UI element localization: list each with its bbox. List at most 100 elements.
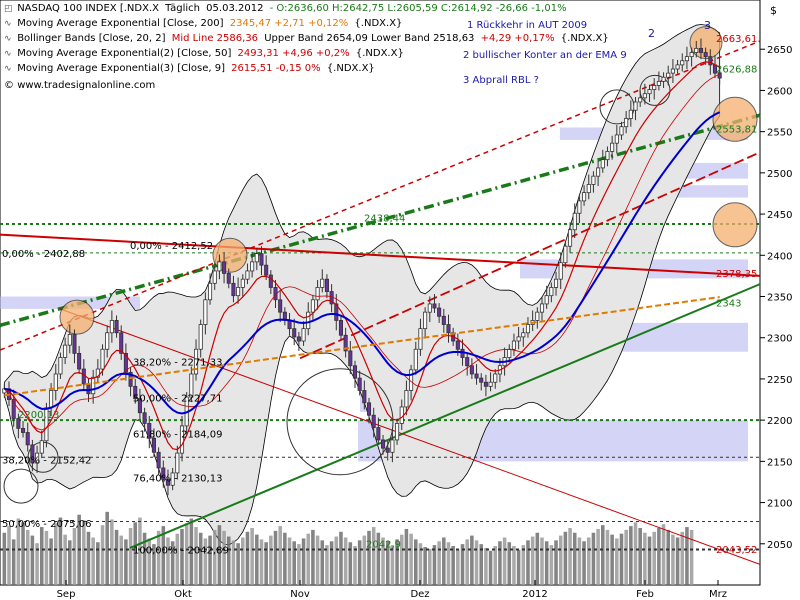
volume-bar xyxy=(498,541,502,585)
indicator-icon: ∿ xyxy=(4,34,12,44)
volume-bar xyxy=(245,531,250,585)
volume-bar xyxy=(558,535,563,585)
candle xyxy=(694,47,699,53)
volume-bar xyxy=(675,537,680,585)
volume-bar xyxy=(530,536,535,585)
volume-bar xyxy=(217,525,222,585)
source-text: www.tradesignalonline.com xyxy=(17,80,156,91)
volume-bar xyxy=(437,541,441,585)
price-tag: 2378,35 xyxy=(716,269,757,280)
candle xyxy=(315,287,320,301)
volume-bar xyxy=(283,532,287,585)
volume-bar xyxy=(236,543,240,585)
volume-bar xyxy=(166,537,170,585)
volume-bar xyxy=(484,547,488,585)
candle xyxy=(437,307,442,317)
indicator-value: 2615,51 -0,15 0% xyxy=(231,63,321,74)
volume-bar xyxy=(259,539,264,585)
volume-bar xyxy=(264,542,268,585)
x-tick-label: 2012 xyxy=(522,589,547,600)
fib-level-label: 50,00% - 2075,06 xyxy=(2,519,91,530)
volume-bar xyxy=(86,531,91,585)
indicator-name: Moving Average Exponential [Close, 200] xyxy=(17,18,224,29)
volume-bar xyxy=(301,538,306,585)
volume-bar xyxy=(605,529,610,585)
source-label: © www.tradesignalonline.com xyxy=(4,80,155,91)
volume-bar xyxy=(404,528,409,585)
candle xyxy=(53,373,58,391)
volume-bar xyxy=(591,532,596,585)
volume-bar xyxy=(390,545,395,585)
y-tick-label: 2200 xyxy=(767,416,792,427)
volume-bar xyxy=(124,539,128,585)
candle xyxy=(95,368,100,378)
volume-bar xyxy=(198,532,203,585)
level-label: 2438,44 xyxy=(364,214,405,225)
candle xyxy=(105,332,110,350)
price-tag: 2553,81 xyxy=(716,125,757,136)
y-tick-label: 2400 xyxy=(767,251,792,262)
volume-bar xyxy=(72,528,77,585)
indicator-value: 2493,31 +4,96 +0,2% xyxy=(237,48,350,59)
volume-bar xyxy=(175,533,180,585)
volume-bar xyxy=(633,522,638,585)
candle xyxy=(217,261,222,272)
volume-bar xyxy=(114,529,119,585)
volume-bar xyxy=(203,538,208,585)
volume-bar xyxy=(2,532,7,585)
volume-bar xyxy=(568,528,572,585)
candle xyxy=(278,299,283,313)
candle xyxy=(544,295,549,305)
candle xyxy=(619,126,624,136)
volume-bar xyxy=(63,534,67,585)
candle xyxy=(170,472,175,486)
volume-bar xyxy=(479,544,483,585)
candle xyxy=(21,427,26,433)
candle xyxy=(343,334,348,352)
volume-bar xyxy=(222,530,226,585)
volume-bar xyxy=(474,540,479,585)
y-axis-symbol: $ xyxy=(770,4,777,17)
volume-bar xyxy=(367,530,371,585)
volume-bar xyxy=(315,535,320,585)
fib-level-label: 61,80% - 2184,09 xyxy=(133,429,222,440)
volume-bar xyxy=(456,549,460,585)
candle xyxy=(147,423,152,439)
candle xyxy=(268,274,273,288)
candle xyxy=(708,56,713,66)
volume-bar xyxy=(680,531,685,585)
volume-bar xyxy=(493,546,498,585)
volume-bar xyxy=(306,533,311,585)
volume-bar xyxy=(82,520,86,585)
volume-bar xyxy=(381,537,385,585)
volume-bar xyxy=(586,537,591,585)
volume-bar xyxy=(334,536,339,585)
volume-bar xyxy=(105,511,109,585)
bollinger-mid-line xyxy=(4,74,720,431)
indicator-suffix: {.NDX.X} xyxy=(560,33,609,44)
copyright-icon: © xyxy=(4,80,14,91)
volume-bar xyxy=(610,534,614,585)
ema9-line xyxy=(4,61,720,451)
volume-bar xyxy=(413,539,418,585)
candle xyxy=(292,328,297,338)
candle xyxy=(35,452,40,464)
candle xyxy=(301,328,306,342)
indicator-extra: Upper Band 2654,09 Lower Band 2518,63 xyxy=(264,33,475,44)
volume-bar xyxy=(147,538,152,585)
candle xyxy=(474,373,479,379)
candle xyxy=(675,64,680,70)
highlight-circle xyxy=(712,202,758,248)
volume-bar xyxy=(638,528,642,585)
x-tick-label: Nov xyxy=(290,589,310,600)
indicator-value: Mid Line 2586,36 xyxy=(171,33,259,44)
fib-level-label: 100,00% - 2042,89 xyxy=(133,546,229,557)
volume-bar xyxy=(619,533,624,585)
volume-bar xyxy=(25,529,30,585)
y-tick-label: 2550 xyxy=(767,128,792,139)
volume-bar xyxy=(269,535,273,585)
candle xyxy=(16,418,21,429)
volume-bar xyxy=(460,544,465,585)
volume-bar xyxy=(7,526,11,585)
